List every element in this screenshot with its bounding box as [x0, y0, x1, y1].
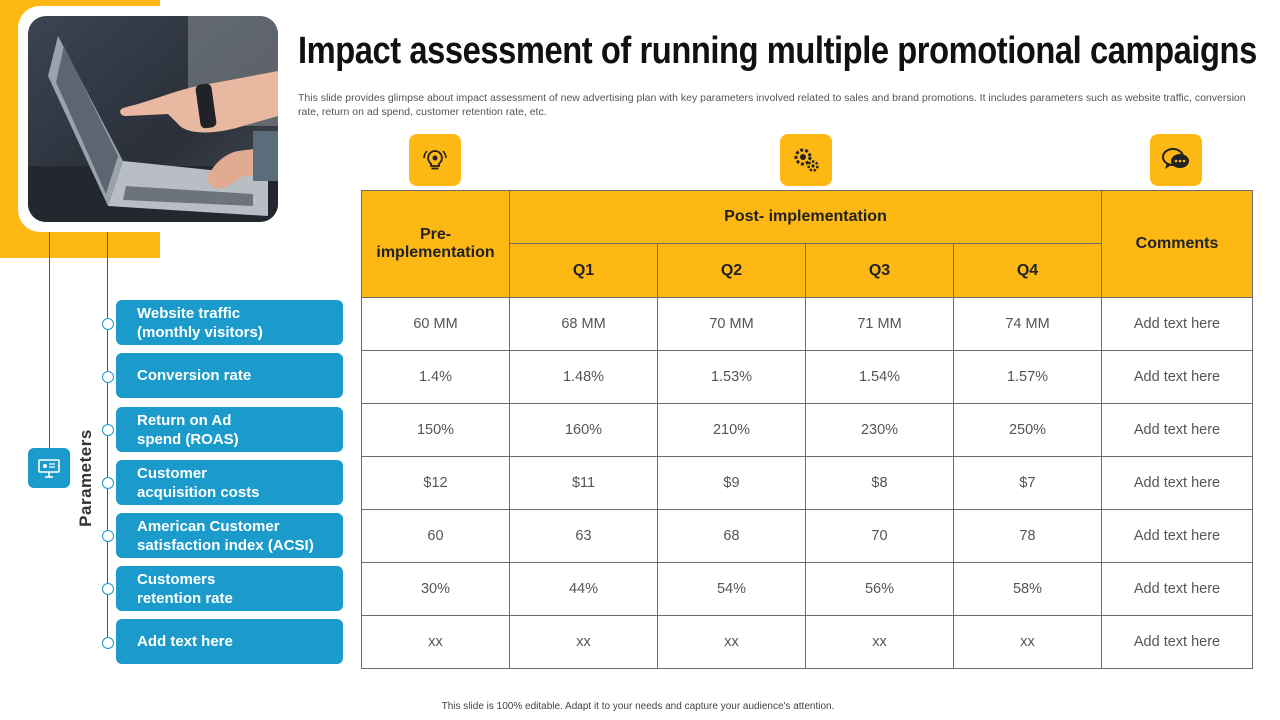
table-row: 30% 44% 54% 56% 58% Add text here: [361, 562, 1253, 616]
parameter-acsi[interactable]: American Customer satisfaction index (AC…: [116, 513, 343, 558]
table-cell: 60 MM: [361, 297, 510, 351]
table-cell: xx: [953, 615, 1102, 669]
table-cell: 68 MM: [509, 297, 658, 351]
table-cell: 74 MM: [953, 297, 1102, 351]
parameter-roas[interactable]: Return on Ad spend (ROAS): [116, 407, 343, 452]
parameter-label: Website traffic (monthly visitors): [137, 304, 263, 341]
comment-cell[interactable]: Add text here: [1101, 509, 1253, 563]
table-cell: 250%: [953, 403, 1102, 457]
table-cell: 1.57%: [953, 350, 1102, 404]
table-cell: 1.4%: [361, 350, 510, 404]
page-title: Impact assessment of running multiple pr…: [298, 30, 1257, 72]
parameter-label: Add text here: [137, 633, 233, 650]
header-post-implementation: Post- implementation: [509, 190, 1102, 244]
table-cell: 44%: [509, 562, 658, 616]
parameter-label: Return on Ad spend (ROAS): [137, 411, 239, 448]
table-cell: $8: [805, 456, 954, 510]
connector-dot: [102, 637, 114, 649]
footer-note: This slide is 100% editable. Adapt it to…: [441, 701, 835, 712]
comment-cell[interactable]: Add text here: [1101, 403, 1253, 457]
table-cell: 230%: [805, 403, 954, 457]
table-cell: xx: [657, 615, 806, 669]
header-q4: Q4: [953, 243, 1102, 298]
table-cell: 30%: [361, 562, 510, 616]
parameter-label: American Customer satisfaction index (AC…: [137, 517, 314, 554]
connector-line-right: [107, 232, 108, 642]
connector-dot: [102, 371, 114, 383]
table-cell: 70: [805, 509, 954, 563]
table-cell: 78: [953, 509, 1102, 563]
table-row: 60 63 68 70 78 Add text here: [361, 509, 1253, 563]
table-cell: xx: [361, 615, 510, 669]
parameter-acquisition-costs[interactable]: Customer acquisition costs: [116, 460, 343, 505]
comment-cell[interactable]: Add text here: [1101, 456, 1253, 510]
impact-table: Pre- implementation Post- implementation…: [361, 190, 1253, 669]
table-cell: 56%: [805, 562, 954, 616]
table-cell: $12: [361, 456, 510, 510]
header-q1: Q1: [509, 243, 658, 298]
table-cell: xx: [509, 615, 658, 669]
table-cell: xx: [805, 615, 954, 669]
table-cell: 160%: [509, 403, 658, 457]
header-pre-implementation: Pre- implementation: [361, 190, 510, 298]
header-q2: Q2: [657, 243, 806, 298]
table-cell: 71 MM: [805, 297, 954, 351]
table-cell: 1.53%: [657, 350, 806, 404]
bulb-gear-icon: [409, 134, 461, 186]
table-row: $12 $11 $9 $8 $7 Add text here: [361, 456, 1253, 510]
comment-cell[interactable]: Add text here: [1101, 615, 1253, 669]
table-row: 150% 160% 210% 230% 250% Add text here: [361, 403, 1253, 457]
gears-icon: [780, 134, 832, 186]
comment-cell[interactable]: Add text here: [1101, 297, 1253, 351]
comment-cell[interactable]: Add text here: [1101, 562, 1253, 616]
chat-bubbles-icon: [1150, 134, 1202, 186]
page-subtitle: This slide provides glimpse about impact…: [298, 92, 1246, 118]
table-cell: 60: [361, 509, 510, 563]
table-cell: 58%: [953, 562, 1102, 616]
parameters-label: Parameters: [76, 429, 95, 527]
header-q3: Q3: [805, 243, 954, 298]
connector-dot: [102, 583, 114, 595]
table-row: 60 MM 68 MM 70 MM 71 MM 74 MM Add text h…: [361, 297, 1253, 351]
table-cell: 150%: [361, 403, 510, 457]
parameter-retention-rate[interactable]: Customers retention rate: [116, 566, 343, 611]
table-cell: 63: [509, 509, 658, 563]
parameter-label: Customers retention rate: [137, 570, 233, 607]
table-cell: 1.54%: [805, 350, 954, 404]
parameter-website-traffic[interactable]: Website traffic (monthly visitors): [116, 300, 343, 345]
table-cell: 1.48%: [509, 350, 658, 404]
table-cell: 68: [657, 509, 806, 563]
connector-dot: [102, 424, 114, 436]
connector-dot: [102, 477, 114, 489]
table-cell: $9: [657, 456, 806, 510]
table-cell: $7: [953, 456, 1102, 510]
table-cell: 210%: [657, 403, 806, 457]
connector-line-left: [49, 232, 50, 448]
parameter-add-text[interactable]: Add text here: [116, 619, 343, 664]
table-row: 1.4% 1.48% 1.53% 1.54% 1.57% Add text he…: [361, 350, 1253, 404]
table-cell: 70 MM: [657, 297, 806, 351]
connector-dot: [102, 318, 114, 330]
table-row: xx xx xx xx xx Add text here: [361, 615, 1253, 669]
presentation-icon: [28, 448, 70, 488]
table-cell: 54%: [657, 562, 806, 616]
header-comments: Comments: [1101, 190, 1253, 298]
parameter-label: Customer acquisition costs: [137, 464, 260, 501]
parameter-label: Conversion rate: [137, 367, 252, 384]
laptop-photo: [28, 16, 278, 222]
comment-cell[interactable]: Add text here: [1101, 350, 1253, 404]
connector-dot: [102, 530, 114, 542]
table-cell: $11: [509, 456, 658, 510]
parameter-conversion-rate[interactable]: Conversion rate: [116, 353, 343, 398]
